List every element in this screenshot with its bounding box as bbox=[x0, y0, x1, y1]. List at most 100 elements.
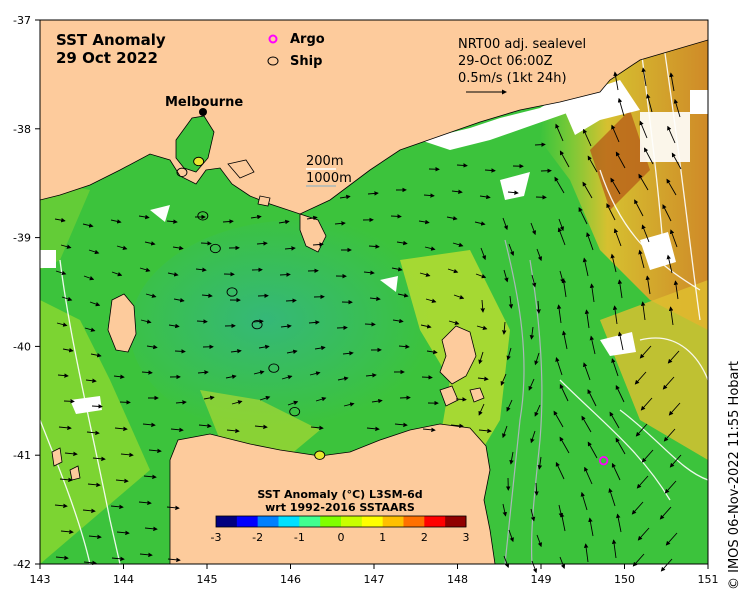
x-tick-label: 149 bbox=[531, 573, 552, 586]
current-arrow bbox=[64, 451, 78, 457]
current-arrow bbox=[559, 383, 569, 402]
current-arrow bbox=[87, 482, 101, 488]
current-arrow bbox=[61, 296, 73, 302]
y-tick-label: -39 bbox=[13, 232, 31, 245]
current-arrow bbox=[663, 428, 676, 442]
colorbar-tick-label: 2 bbox=[421, 531, 428, 544]
current-arrow bbox=[278, 219, 290, 225]
current-arrow bbox=[141, 370, 153, 375]
x-tick-label: 150 bbox=[614, 573, 635, 586]
current-arrow bbox=[534, 352, 540, 366]
current-arrow bbox=[58, 425, 72, 431]
current-arrow bbox=[82, 223, 94, 228]
current-arrow bbox=[659, 506, 672, 520]
current-arrow bbox=[502, 217, 508, 231]
current-arrow bbox=[531, 560, 538, 574]
current-arrow bbox=[84, 327, 96, 332]
credit-label: © IMOS 06-Nov-2022 11:55 Hobart bbox=[727, 361, 742, 590]
current-arrow bbox=[615, 437, 626, 455]
current-arrow bbox=[168, 323, 180, 329]
current-arrow bbox=[580, 491, 588, 511]
current-arrow bbox=[479, 194, 491, 200]
current-arrow bbox=[452, 242, 464, 247]
colorbar-swatch bbox=[424, 516, 446, 527]
current-arrow bbox=[138, 500, 152, 506]
current-arrow bbox=[144, 526, 158, 532]
ship-station-marker bbox=[268, 363, 280, 373]
colorbar-tick-label: -2 bbox=[252, 531, 263, 544]
current-arrow bbox=[508, 529, 514, 543]
current-arrow bbox=[664, 480, 677, 494]
current-arrow bbox=[669, 454, 682, 468]
current-arrow bbox=[474, 221, 486, 226]
current-arrow bbox=[195, 267, 207, 272]
current-arrow bbox=[646, 93, 653, 113]
current-arrow bbox=[611, 124, 620, 143]
current-arrow bbox=[581, 415, 592, 433]
current-arrow bbox=[120, 452, 134, 458]
current-arrow bbox=[508, 295, 514, 309]
current-arrow bbox=[634, 371, 647, 385]
current-arrow bbox=[589, 335, 596, 355]
current-arrow bbox=[669, 72, 675, 92]
current-arrow bbox=[534, 142, 546, 147]
current-arrow bbox=[641, 449, 654, 463]
current-arrow bbox=[635, 423, 648, 437]
current-arrow bbox=[534, 404, 541, 417]
current-arrow bbox=[174, 349, 186, 354]
current-arrow bbox=[668, 402, 681, 416]
current-arrow bbox=[531, 274, 537, 288]
colorbar-tick-label: 1 bbox=[379, 531, 386, 544]
current-arrow bbox=[584, 309, 590, 329]
current-arrow bbox=[392, 318, 404, 324]
current-arrow bbox=[201, 293, 213, 298]
current-arrow bbox=[448, 320, 460, 325]
current-arrow bbox=[501, 321, 507, 335]
current-arrow bbox=[631, 501, 644, 515]
current-arrow bbox=[258, 344, 270, 350]
colorbar-tick-label: 0 bbox=[338, 531, 345, 544]
current-arrow bbox=[196, 319, 208, 324]
colorbar-swatch bbox=[320, 516, 342, 527]
current-arrow bbox=[337, 376, 349, 381]
current-arrow bbox=[394, 422, 408, 428]
ship-station-marker bbox=[251, 319, 263, 330]
mainland-victoria bbox=[40, 20, 708, 215]
current-arrow bbox=[55, 555, 69, 561]
colorbar-swatch bbox=[361, 516, 384, 527]
current-arrow bbox=[110, 219, 122, 224]
current-arrow bbox=[582, 257, 589, 277]
colorbar-tick-label: -3 bbox=[211, 531, 222, 544]
current-arrow bbox=[507, 190, 519, 195]
current-arrow bbox=[286, 349, 298, 354]
current-arrow bbox=[138, 214, 150, 220]
current-arrow bbox=[83, 275, 95, 281]
current-arrow bbox=[617, 331, 624, 351]
current-arrow bbox=[559, 556, 566, 570]
current-arrow bbox=[587, 389, 597, 407]
y-tick-label: -38 bbox=[13, 123, 31, 136]
current-arrow bbox=[480, 247, 487, 261]
current-arrow bbox=[116, 530, 130, 536]
colorbar-swatch bbox=[257, 516, 279, 527]
current-arrow bbox=[475, 273, 487, 279]
current-arrow bbox=[638, 173, 649, 191]
current-arrow bbox=[589, 283, 595, 303]
current-arrow bbox=[453, 294, 465, 300]
latitude-axis: -37 -38 -39 -40 -41 -42 bbox=[13, 14, 40, 571]
current-arrow bbox=[54, 217, 66, 223]
current-arrow bbox=[638, 249, 645, 269]
current-arrow bbox=[665, 532, 678, 546]
current-arrow bbox=[477, 376, 489, 382]
current-arrow bbox=[641, 67, 647, 87]
current-arrow bbox=[561, 278, 567, 298]
current-arrow bbox=[667, 125, 676, 144]
current-arrow bbox=[423, 193, 435, 198]
current-arrow bbox=[111, 556, 125, 562]
colorbar-swatch bbox=[382, 516, 404, 527]
current-arrow bbox=[310, 425, 324, 431]
current-arrow bbox=[142, 422, 156, 428]
current-arrow bbox=[252, 319, 264, 324]
current-arrow bbox=[203, 395, 215, 401]
current-arrow bbox=[314, 345, 326, 351]
